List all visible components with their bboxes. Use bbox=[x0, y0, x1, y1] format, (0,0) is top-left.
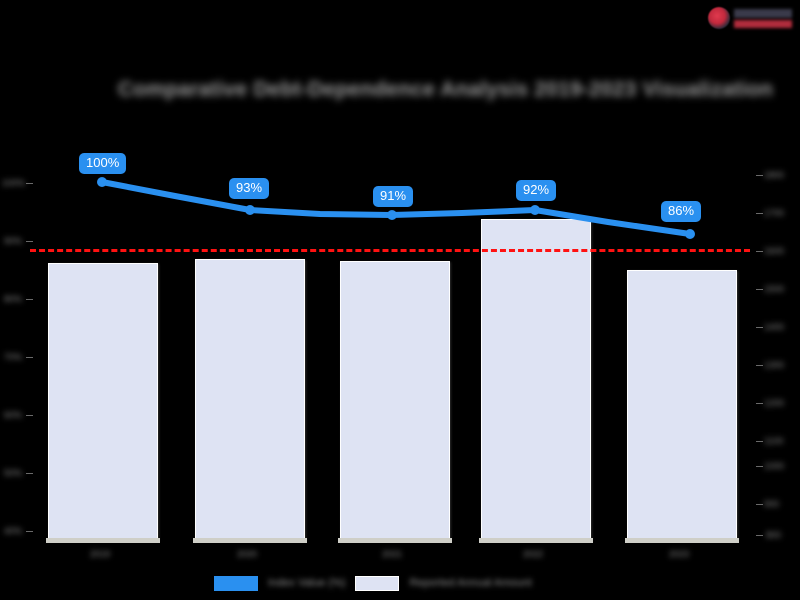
left-axis-tick bbox=[26, 357, 33, 358]
left-axis-label: 70% bbox=[4, 352, 23, 362]
data-label-2021: 91% bbox=[373, 186, 414, 207]
right-axis-tick bbox=[756, 403, 763, 404]
left-axis-label: 50% bbox=[4, 468, 23, 478]
left-axis-tick bbox=[26, 183, 33, 184]
left-axis-label: 80% bbox=[4, 294, 23, 304]
right-axis-tick bbox=[756, 466, 763, 467]
line-marker-2023[interactable] bbox=[685, 229, 695, 239]
right-axis-tick bbox=[756, 504, 763, 505]
logo-wordmark-top bbox=[734, 9, 792, 18]
logo-mark-icon bbox=[708, 7, 730, 29]
left-axis-tick bbox=[26, 473, 33, 474]
bar-2023[interactable] bbox=[627, 270, 737, 540]
line-marker-2022[interactable] bbox=[530, 205, 540, 215]
bar-2020[interactable] bbox=[195, 259, 305, 540]
x-axis-label-2019: 2019 bbox=[90, 549, 111, 559]
bar-base bbox=[479, 538, 593, 543]
bar-2019[interactable] bbox=[48, 263, 158, 540]
left-axis-label: 90% bbox=[4, 236, 23, 246]
left-axis-tick bbox=[26, 531, 33, 532]
right-axis-label: 1600 bbox=[764, 246, 785, 256]
legend-label-bar: Reported Annual Amount bbox=[409, 577, 532, 589]
data-label-2020: 93% bbox=[229, 178, 270, 199]
right-axis-label: 1500 bbox=[764, 284, 785, 294]
logo-wordmark-bottom bbox=[734, 20, 792, 28]
data-label-2022: 92% bbox=[516, 180, 557, 201]
bar-2021[interactable] bbox=[340, 261, 450, 540]
left-axis-tick bbox=[26, 241, 33, 242]
left-axis-label: 100% bbox=[2, 178, 26, 188]
right-axis-label: 900 bbox=[764, 499, 780, 509]
right-axis-tick bbox=[756, 289, 763, 290]
right-axis-tick bbox=[756, 327, 763, 328]
legend-swatch-bar[interactable] bbox=[355, 575, 400, 591]
right-axis-label: 1800 bbox=[764, 170, 785, 180]
legend-swatch-line[interactable] bbox=[214, 575, 258, 591]
threshold-reference-line bbox=[30, 249, 750, 252]
right-axis-tick bbox=[756, 441, 763, 442]
right-axis-label: 1300 bbox=[764, 360, 785, 370]
right-axis-label: 1700 bbox=[764, 208, 785, 218]
right-axis-label: 800 bbox=[766, 530, 782, 540]
right-axis-label: 1100 bbox=[764, 436, 784, 446]
bar-base bbox=[193, 538, 307, 543]
left-axis-tick bbox=[26, 299, 33, 300]
legend-label-line: Index Value (%) bbox=[268, 577, 346, 589]
chart-title: Comparative Debt-Dependence Analysis 201… bbox=[118, 78, 774, 101]
right-axis-label: 1400 bbox=[764, 322, 785, 332]
line-marker-2019[interactable] bbox=[97, 177, 107, 187]
bar-base bbox=[338, 538, 452, 543]
line-marker-2021[interactable] bbox=[387, 210, 397, 220]
right-axis-tick bbox=[756, 213, 763, 214]
right-axis-tick bbox=[756, 251, 763, 252]
chart-legend: Index Value (%) Reported Annual Amount bbox=[214, 572, 586, 594]
right-axis-tick bbox=[756, 535, 763, 536]
right-axis-label: 1000 bbox=[764, 461, 785, 471]
company-logo bbox=[706, 3, 794, 33]
left-axis-label: 40% bbox=[4, 526, 23, 536]
bar-2022[interactable] bbox=[481, 219, 591, 540]
bar-base bbox=[46, 538, 160, 543]
right-axis-tick bbox=[756, 175, 763, 176]
left-axis-tick bbox=[26, 415, 33, 416]
x-axis-label-2023: 2023 bbox=[669, 549, 690, 559]
x-axis-label-2022: 2022 bbox=[523, 549, 544, 559]
right-axis-label: 1200 bbox=[764, 398, 785, 408]
line-marker-2020[interactable] bbox=[245, 205, 255, 215]
left-axis-label: 60% bbox=[4, 410, 23, 420]
data-label-2023: 86% bbox=[661, 201, 702, 222]
data-label-2019: 100% bbox=[79, 153, 127, 174]
right-axis-tick bbox=[756, 365, 763, 366]
bar-base bbox=[625, 538, 739, 543]
x-axis-label-2021: 2021 bbox=[382, 549, 403, 559]
x-axis-label-2020: 2020 bbox=[237, 549, 258, 559]
